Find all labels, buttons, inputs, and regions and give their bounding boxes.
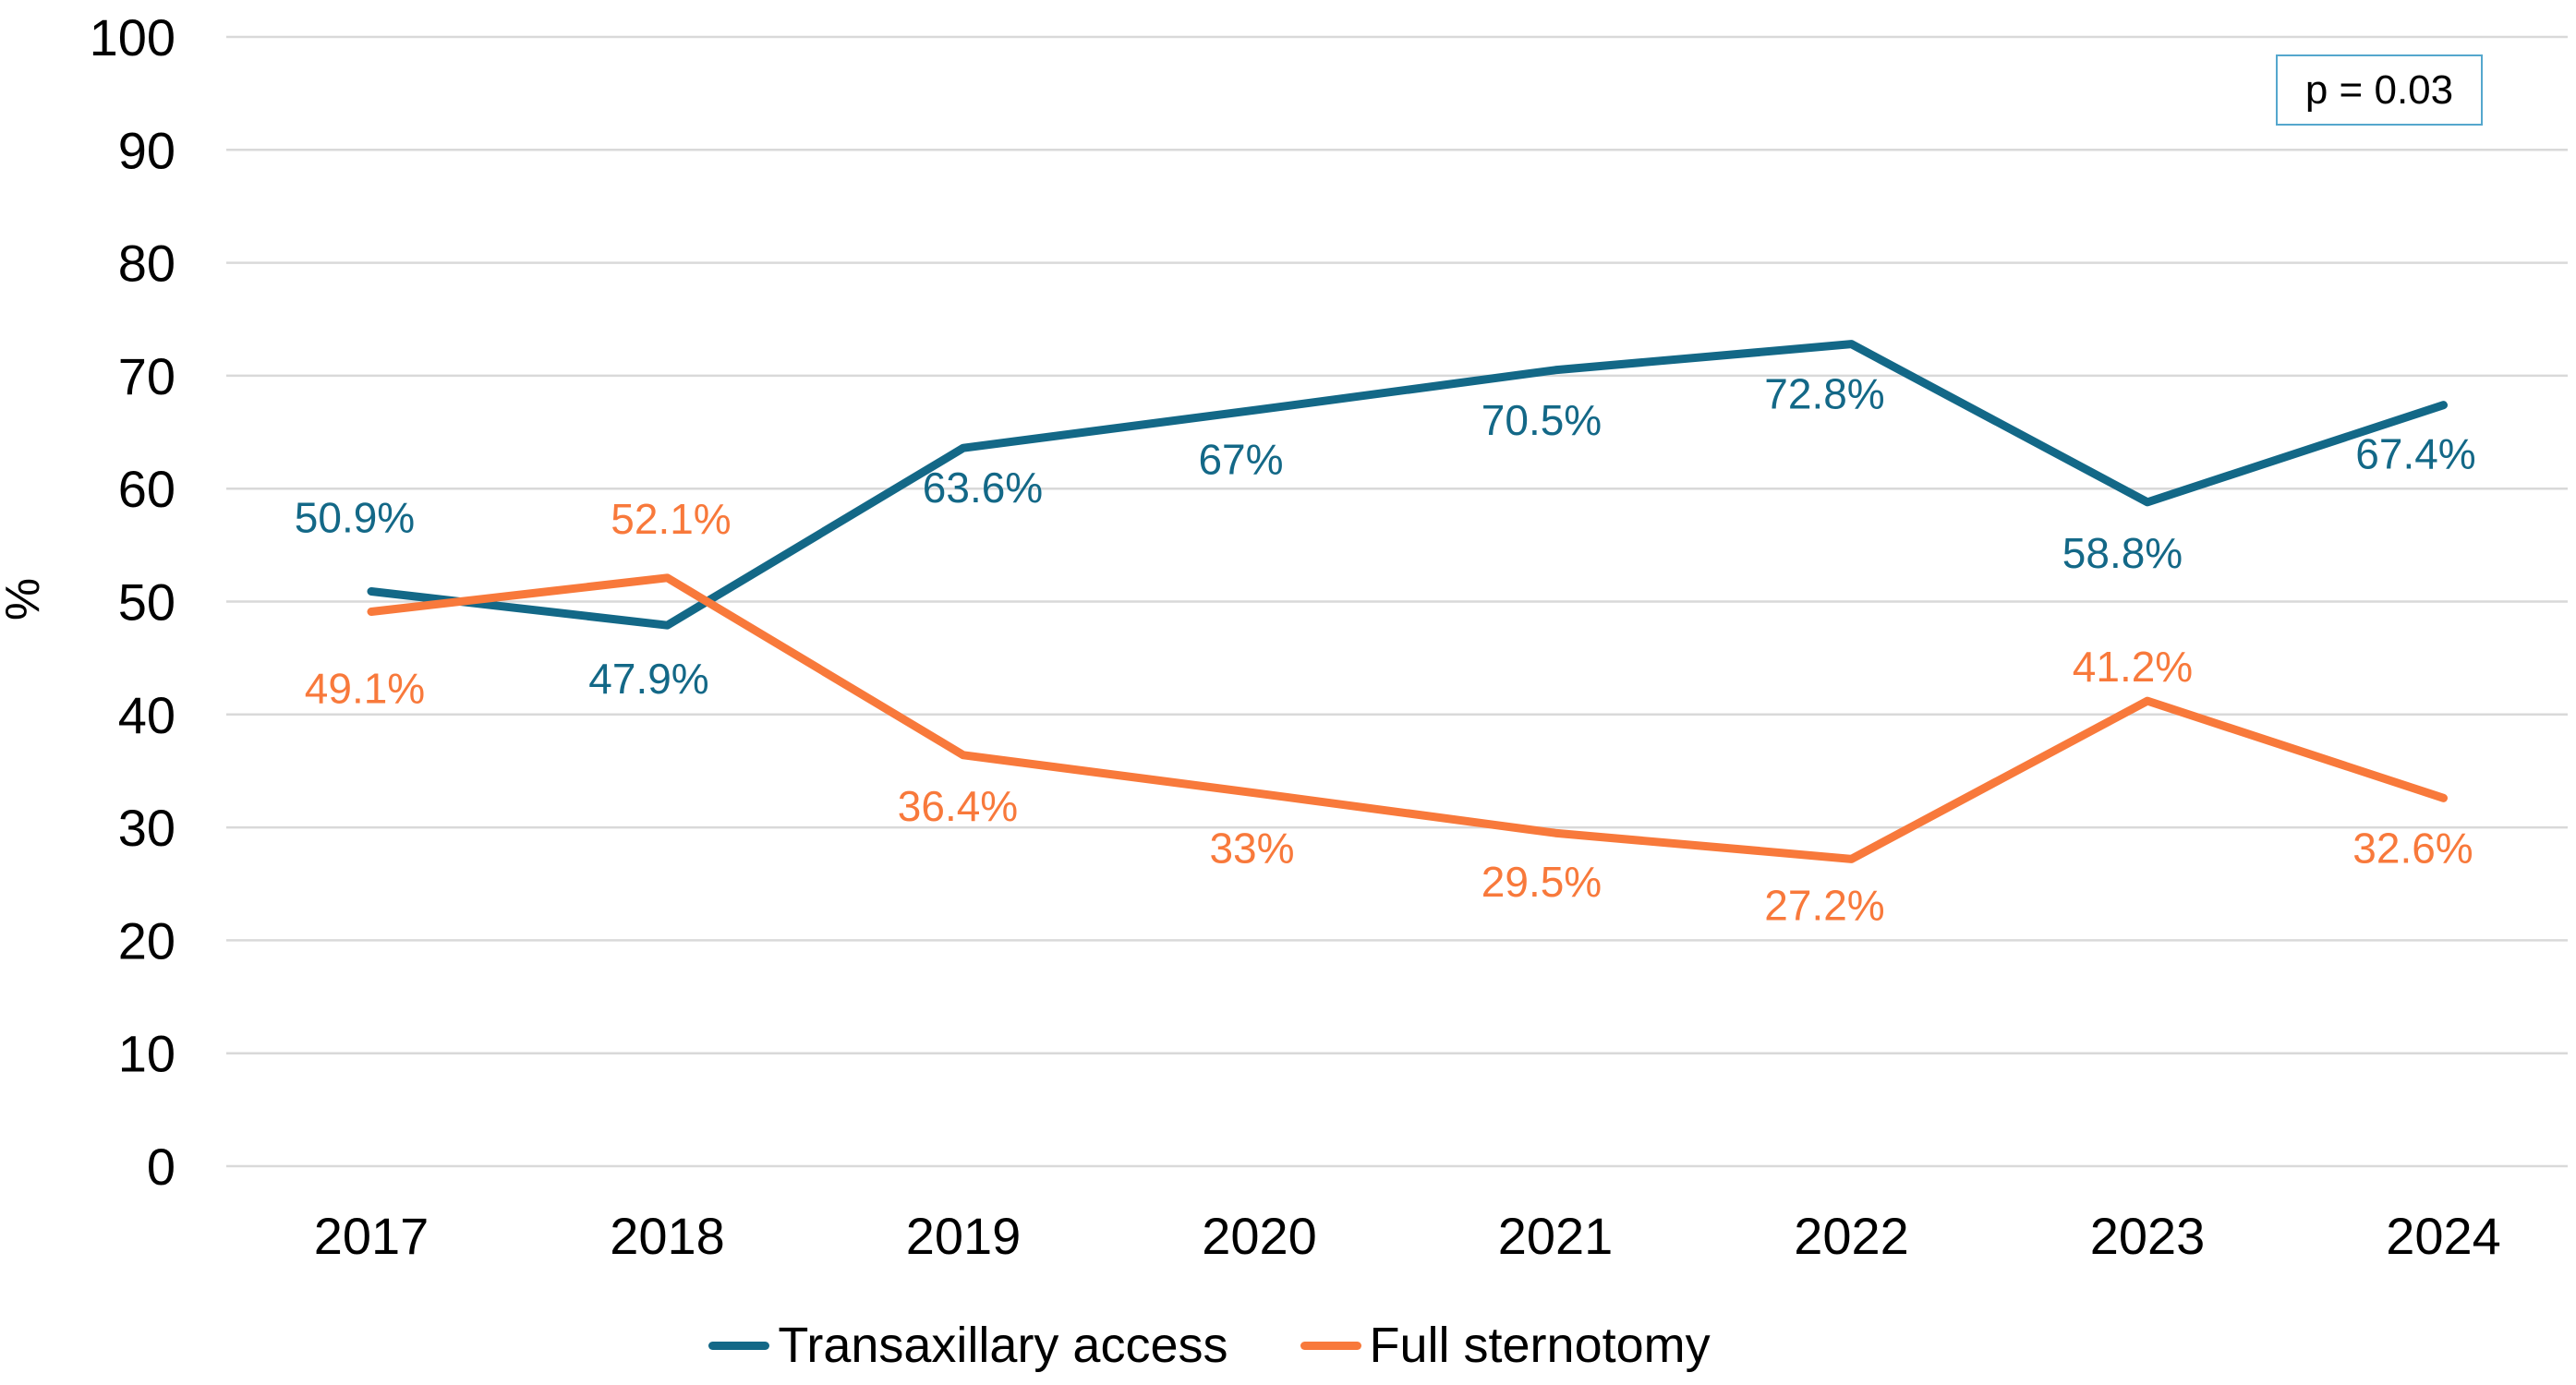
data-label: 50.9% [295,493,415,541]
x-axis-tick-label: 2020 [1202,1207,1317,1265]
legend-label: Full sternotomy [1369,1318,1711,1373]
y-axis-tick-label: 10 [118,1025,175,1083]
p-value-text: p = 0.03 [2304,66,2454,113]
y-axis-tick-label: 70 [118,347,175,405]
x-axis-tick-label: 2023 [2090,1207,2206,1265]
y-axis-tick-label: 50 [118,573,175,632]
x-axis-tick-label: 2022 [1794,1207,1909,1265]
data-label: 49.1% [305,665,425,713]
data-label: 67% [1198,436,1283,484]
data-label: 47.9% [588,655,708,703]
legend-label: Transaxillary access [778,1318,1228,1373]
data-label: 70.5% [1482,396,1602,444]
x-axis-tick-label: 2019 [906,1207,1022,1265]
data-label: 33% [1209,824,1294,872]
series-line-full-sternotomy [367,573,2448,863]
data-label: 52.1% [611,495,731,543]
y-axis-tick-label: 40 [118,686,175,744]
x-axis-tick-label: 2017 [314,1207,429,1265]
legend-line-marker [708,1341,770,1350]
p-value-annotation-box: p = 0.03 [2276,54,2483,126]
y-axis-tick-label: 100 [90,8,175,66]
data-label: 27.2% [1764,881,1884,929]
y-axis-tick-label: 90 [118,121,175,179]
data-label: 58.8% [2062,529,2183,577]
legend-item-full-sternotomy: Full sternotomy [1300,1320,1711,1370]
y-axis-tick-label: 20 [118,911,175,970]
data-label: 67.4% [2355,430,2475,478]
data-label: 36.4% [898,782,1018,830]
y-axis-tick-label: 80 [118,235,175,293]
data-label: 41.2% [2073,643,2193,691]
data-label: 29.5% [1482,858,1602,906]
y-axis-tick-label: 30 [118,799,175,857]
data-label: 63.6% [923,464,1043,512]
y-axis-title: % [0,578,50,620]
y-axis-tick-label: 0 [147,1138,175,1196]
legend-line-marker [1300,1341,1361,1350]
x-axis-tick-label: 2024 [2386,1207,2501,1265]
series-line-transaxillary-access [367,340,2448,630]
data-label: 72.8% [1764,370,1884,418]
x-axis-tick-label: 2018 [610,1207,725,1265]
legend: Transaxillary access Full sternotomy [0,1309,2497,1381]
x-axis-tick-label: 2021 [1498,1207,1614,1265]
y-axis-tick-label: 60 [118,460,175,518]
legend-item-transaxillary-access: Transaxillary access [708,1320,1228,1370]
data-label: 32.6% [2352,824,2473,872]
